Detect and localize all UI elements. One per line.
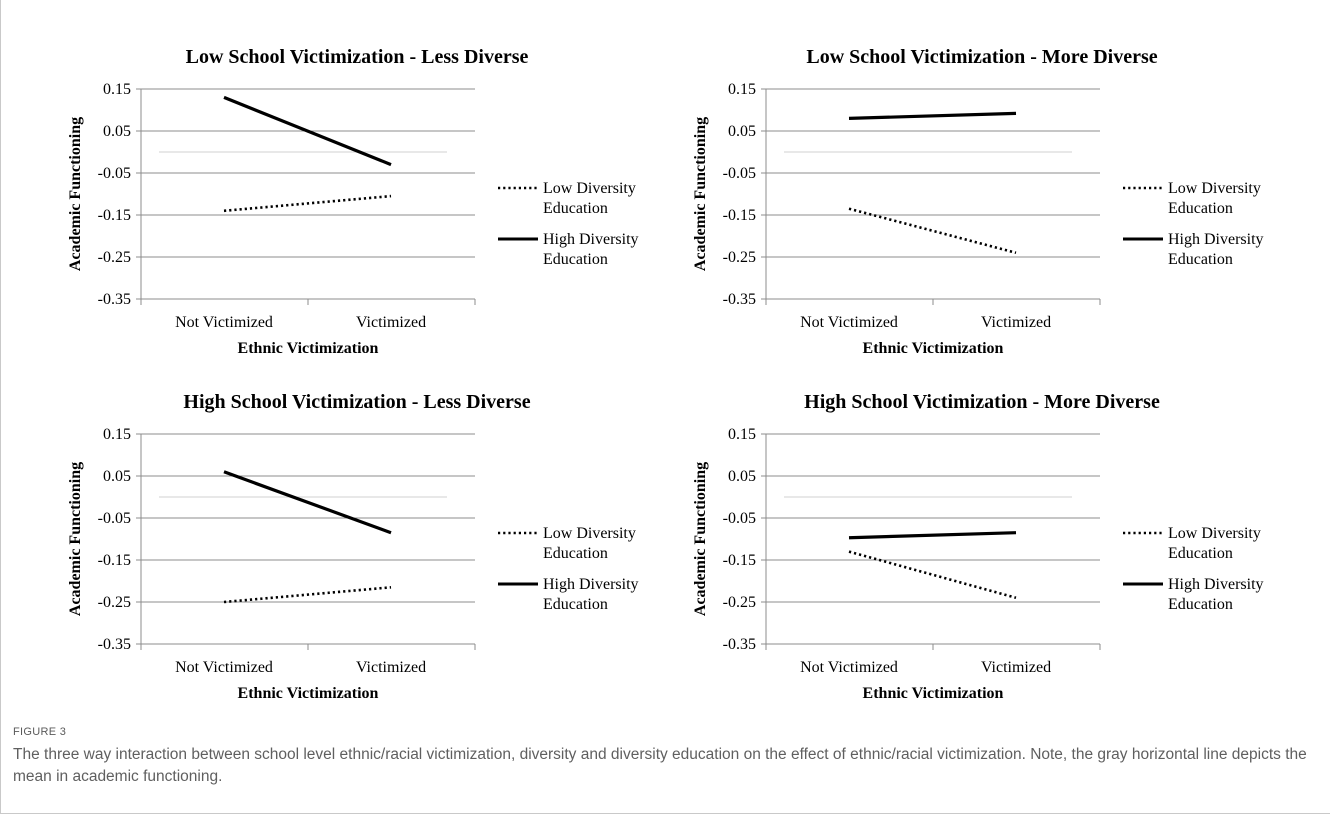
y-tick-label: -0.15 <box>723 552 756 569</box>
x-tick-label: Not Victimized <box>175 659 273 676</box>
y-tick-label: -0.35 <box>723 636 756 653</box>
y-tick-label: -0.35 <box>723 291 756 308</box>
series-line-low-diversity <box>223 586 392 604</box>
chart-title: High School Victimization - Less Diverse <box>183 391 530 413</box>
figure-label: FIGURE 3 <box>13 726 67 738</box>
legend-label: High Diversity Education <box>1168 231 1264 268</box>
series-line-low-diversity <box>223 194 392 213</box>
series-line-high-diversity <box>848 111 1017 120</box>
y-tick-label: -0.25 <box>98 594 131 611</box>
y-axis-title: Academic Functioning <box>692 462 709 616</box>
y-tick-label: 0.05 <box>728 468 756 485</box>
x-tick-label: Victimized <box>356 314 426 331</box>
y-axis-title: Academic Functioning <box>67 462 84 616</box>
y-tick-label: 0.05 <box>728 123 756 140</box>
x-tick-label: Not Victimized <box>800 659 898 676</box>
y-tick-label: -0.25 <box>98 249 131 266</box>
chart-title: Low School Victimization - More Diverse <box>806 46 1157 68</box>
series-line-high-diversity <box>223 95 392 167</box>
y-tick-label: 0.15 <box>728 81 756 98</box>
y-tick-label: -0.05 <box>98 510 131 527</box>
x-axis-title: Ethnic Victimization <box>238 685 379 702</box>
series-line-low-diversity <box>848 550 1017 600</box>
x-tick-label: Not Victimized <box>800 314 898 331</box>
legend-label: High Diversity Education <box>1168 576 1264 613</box>
chart-panel-2: Low School Victimization - More Diverse 0… <box>692 46 1264 357</box>
x-tick-label: Victimized <box>981 659 1051 676</box>
legend-label: High Diversity Education <box>543 576 639 613</box>
y-tick-label: 0.15 <box>728 426 756 443</box>
y-tick-label: -0.05 <box>98 165 131 182</box>
chart-title: High School Victimization - More Diverse <box>804 391 1160 413</box>
x-axis-title: Ethnic Victimization <box>863 685 1004 702</box>
chart-panel-3: High School Victimization - Less Diverse… <box>67 391 639 702</box>
series-line-high-diversity <box>223 470 392 535</box>
x-tick-label: Victimized <box>356 659 426 676</box>
y-tick-label: 0.05 <box>103 468 131 485</box>
y-tick-label: -0.25 <box>723 594 756 611</box>
figure-caption: FIGURE 3 The three way interaction betwe… <box>13 726 1313 788</box>
y-tick-label: 0.15 <box>103 426 131 443</box>
y-tick-label: -0.05 <box>723 165 756 182</box>
legend-label: Low Diversity Education <box>1168 525 1261 562</box>
x-tick-label: Victimized <box>981 314 1051 331</box>
chart-title: Low School Victimization - Less Diverse <box>186 46 529 68</box>
chart-panel-1: Low School Victimization - Less Diverse 0… <box>67 46 639 357</box>
y-tick-label: -0.25 <box>723 249 756 266</box>
figure-panels: Low School Victimization - Less Diverse 0… <box>67 46 1264 702</box>
series-line-high-diversity <box>848 531 1017 540</box>
x-tick-label: Not Victimized <box>175 314 273 331</box>
y-tick-label: -0.15 <box>98 552 131 569</box>
figure-caption-text: The three way interaction between school… <box>13 746 1307 785</box>
x-axis-title: Ethnic Victimization <box>863 340 1004 357</box>
y-tick-label: -0.05 <box>723 510 756 527</box>
legend-label: Low Diversity Education <box>543 525 636 562</box>
y-axis-title: Academic Functioning <box>692 117 709 271</box>
y-axis-title: Academic Functioning <box>67 117 84 271</box>
y-tick-label: -0.35 <box>98 291 131 308</box>
y-tick-label: 0.15 <box>103 81 131 98</box>
y-tick-label: -0.15 <box>98 207 131 224</box>
legend-label: Low Diversity Education <box>543 180 636 217</box>
y-tick-label: -0.35 <box>98 636 131 653</box>
y-tick-label: 0.05 <box>103 123 131 140</box>
legend-label: High Diversity Education <box>543 231 639 268</box>
chart-panel-4: High School Victimization - More Diverse… <box>692 391 1264 702</box>
x-axis-title: Ethnic Victimization <box>238 340 379 357</box>
y-tick-label: -0.15 <box>723 207 756 224</box>
legend-label: Low Diversity Education <box>1168 180 1261 217</box>
